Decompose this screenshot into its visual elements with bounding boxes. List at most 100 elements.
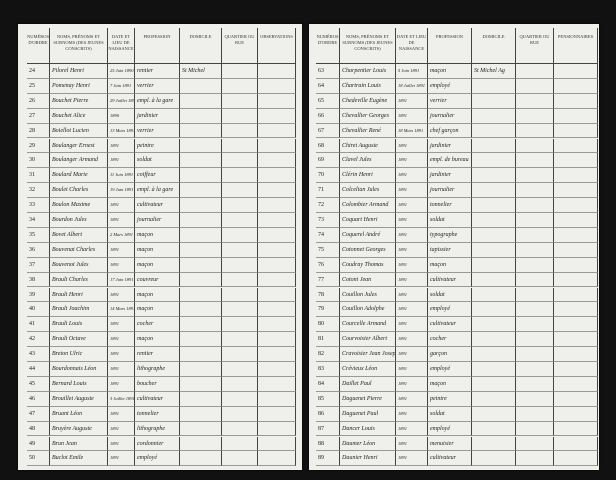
left-page: Numéros d'ordre Noms, prénoms et surnoms …: [18, 24, 302, 470]
cell-profession: soldat: [428, 406, 472, 422]
cell-empty: [258, 406, 296, 422]
cell-profession: jardinier: [428, 168, 472, 184]
cell-num: 76: [316, 257, 340, 273]
cell-empty: [554, 93, 598, 109]
cell-birth: 3 Juillet 1891: [108, 391, 135, 407]
cell-name: Cravoisier Jean Joseph: [340, 347, 396, 362]
cell-name: Boulanger Armand: [50, 153, 108, 169]
cell-num: 70: [316, 168, 340, 184]
cell-empty: [516, 362, 554, 377]
cell-empty: [222, 168, 258, 184]
cell-num: 39: [27, 287, 50, 303]
cell-num: 42: [27, 332, 50, 348]
cell-name: Boulard Marie: [50, 168, 108, 184]
cell-empty: [222, 257, 258, 273]
cell-birth: 1891: [396, 376, 428, 392]
cell-empty: [222, 272, 258, 288]
cell-num: 89: [316, 451, 340, 467]
cell-num: 33: [27, 198, 50, 213]
cell-birth: 1891: [396, 332, 428, 348]
cell-domicile: [180, 451, 222, 467]
cell-birth: 1891: [108, 138, 135, 154]
cell-empty: [258, 272, 296, 288]
cell-empty: [516, 376, 554, 392]
cell-domicile: [180, 78, 222, 94]
cell-empty: [554, 376, 598, 392]
cell-num: 27: [27, 108, 50, 124]
cell-num: 86: [316, 406, 340, 422]
cell-empty: [516, 421, 554, 437]
cell-name: Breton Ulric: [50, 347, 108, 362]
cell-num: 40: [27, 302, 50, 318]
cell-name: Bernard Louis: [50, 376, 108, 392]
cell-birth: 18 Juillet 1891: [396, 78, 428, 94]
cell-birth: 19 Juin 1891: [108, 183, 135, 199]
cell-profession: rentier: [135, 347, 180, 362]
cell-empty: [258, 153, 296, 169]
cell-empty: [258, 108, 296, 124]
cell-empty: [516, 64, 554, 79]
cell-empty: [222, 317, 258, 333]
cell-name: Brault Octave: [50, 332, 108, 348]
cell-profession: lithographe: [135, 421, 180, 437]
cell-domicile: [472, 421, 516, 437]
cell-profession: chef garçon: [428, 123, 472, 139]
cell-name: Brault Charles: [50, 272, 108, 288]
cell-name: Boiellot Lucien: [50, 123, 108, 139]
cell-domicile: [472, 227, 516, 243]
cell-profession: verrier: [135, 123, 180, 139]
cell-birth: 1891: [108, 257, 135, 273]
cell-birth: 1891: [108, 213, 135, 228]
cell-birth: 1891: [396, 317, 428, 333]
cell-empty: [554, 108, 598, 124]
cell-name: Brault Joachim: [50, 302, 108, 318]
cell-birth: 1891: [108, 421, 135, 437]
cell-domicile: [180, 198, 222, 213]
cell-profession: soldat: [428, 213, 472, 228]
cell-empty: [222, 287, 258, 303]
cell-empty: [222, 123, 258, 139]
cell-name: Chartrain Louis: [340, 78, 396, 94]
cell-num: 46: [27, 391, 50, 407]
cell-domicile: [472, 123, 516, 139]
cell-domicile: [180, 108, 222, 124]
cell-profession: maçon: [135, 257, 180, 273]
cell-profession: couvreur: [135, 272, 180, 288]
cell-name: Bruant Léon: [50, 406, 108, 422]
cell-birth: 18 Mars 1891: [396, 123, 428, 139]
cell-empty: [554, 272, 598, 288]
column-header: Quartier ou rue: [222, 28, 258, 64]
cell-empty: [258, 78, 296, 94]
cell-domicile: [180, 93, 222, 109]
cell-birth: 1891: [396, 451, 428, 467]
cell-domicile: [472, 436, 516, 452]
cell-profession: soldat: [135, 153, 180, 169]
cell-empty: [222, 213, 258, 228]
cell-profession: cultivateur: [428, 451, 472, 467]
cell-num: 68: [316, 138, 340, 154]
cell-name: Boulanger Ernest: [50, 138, 108, 154]
cell-birth: 1891: [396, 406, 428, 422]
cell-domicile: [180, 347, 222, 362]
cell-num: 64: [316, 78, 340, 94]
cell-domicile: [180, 376, 222, 392]
cell-empty: [222, 451, 258, 467]
cell-num: 81: [316, 332, 340, 348]
cell-empty: [554, 168, 598, 184]
cell-num: 83: [316, 362, 340, 377]
cell-num: 30: [27, 153, 50, 169]
cell-domicile: [472, 272, 516, 288]
column-header: Pensionnaires: [554, 28, 598, 64]
cell-profession: cultivateur: [135, 391, 180, 407]
cell-empty: [516, 436, 554, 452]
cell-empty: [258, 332, 296, 348]
cell-profession: maçon: [135, 302, 180, 318]
cell-name: Charpentier Louis: [340, 64, 396, 79]
cell-name: Colombier Armand: [340, 198, 396, 213]
cell-empty: [554, 302, 598, 318]
cell-domicile: [472, 242, 516, 258]
cell-profession: jardinier: [428, 138, 472, 154]
cell-empty: [516, 451, 554, 467]
cell-empty: [222, 391, 258, 407]
